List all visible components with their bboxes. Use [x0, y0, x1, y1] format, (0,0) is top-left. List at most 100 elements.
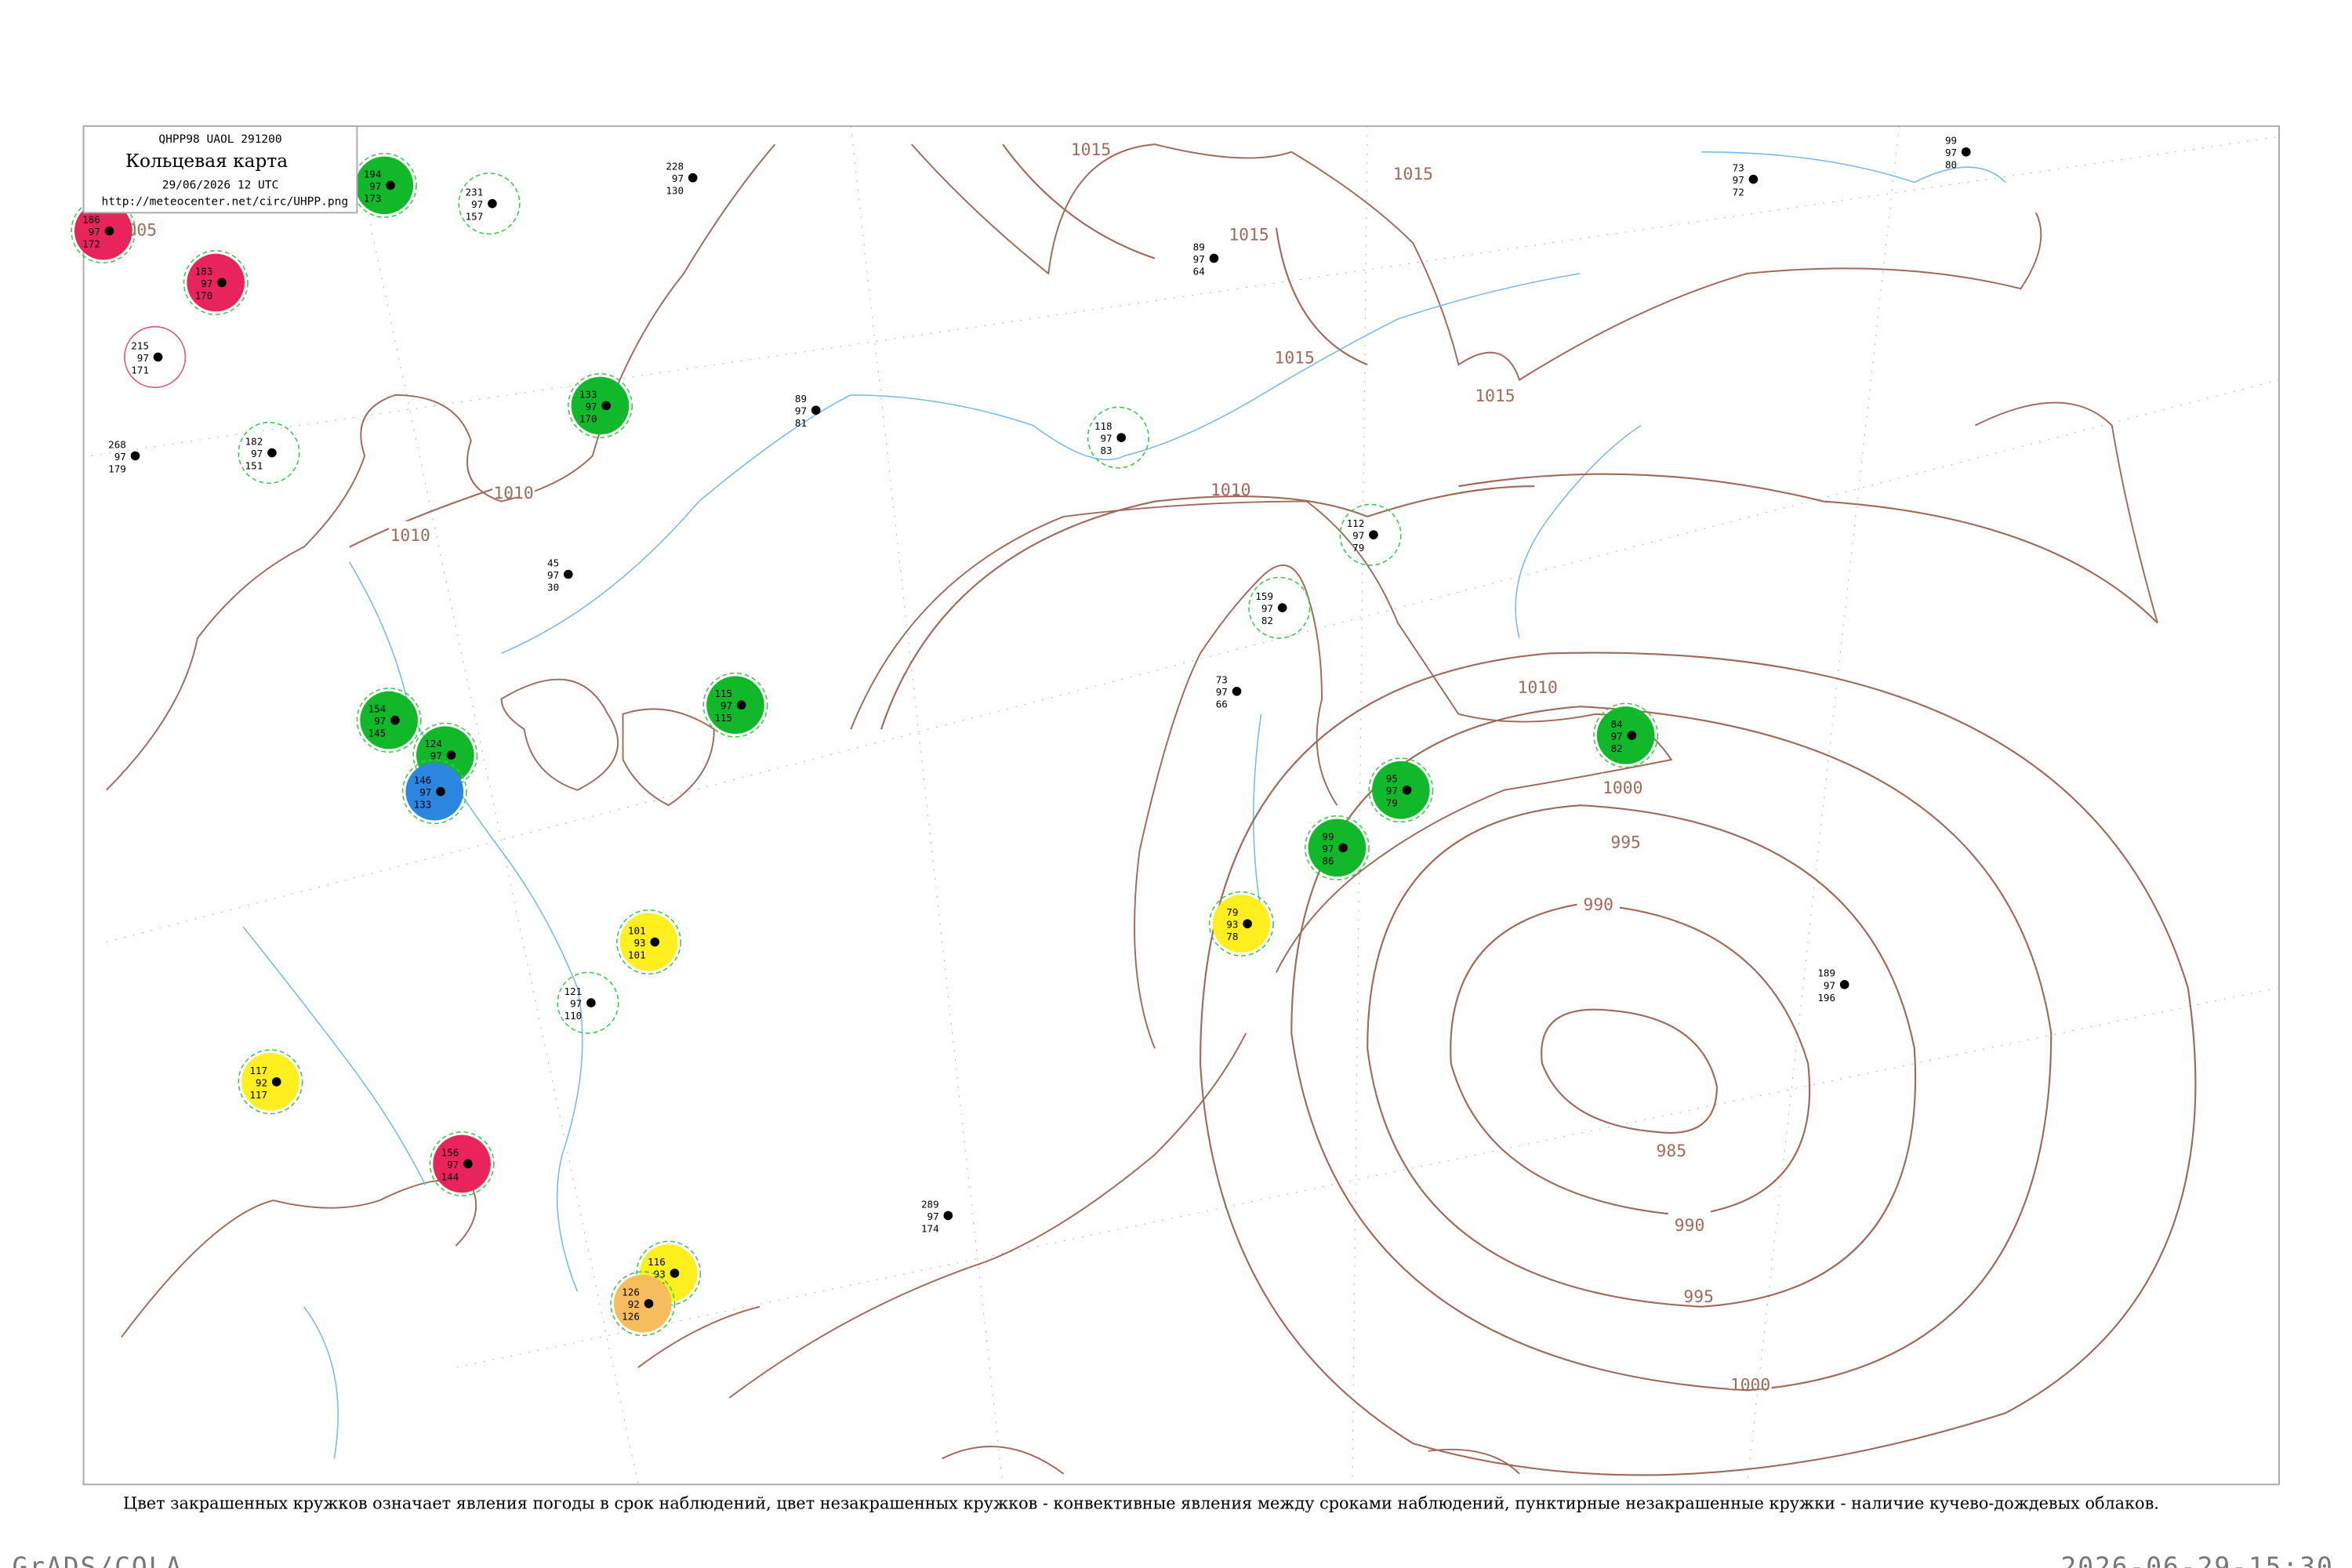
station-value: 101	[628, 949, 646, 960]
station-ring	[1208, 891, 1274, 956]
station-value: 268	[108, 438, 126, 450]
station-value: 159	[1255, 590, 1273, 602]
station-ring	[1593, 702, 1659, 768]
station-value: 64	[1193, 265, 1205, 277]
station-value: 97	[1261, 603, 1273, 615]
isobar-label: 1015	[1393, 165, 1433, 184]
station-value: 89	[1193, 241, 1205, 252]
station-value: 97	[672, 172, 684, 184]
station-ring	[616, 909, 681, 975]
isobar-label-bg	[1227, 220, 1271, 239]
station-value: 93	[654, 1268, 666, 1279]
isobar-label-bg	[1069, 135, 1112, 154]
isobar-label-bg	[1729, 1370, 1772, 1389]
station-value: 97	[447, 1159, 459, 1171]
station-value: 112	[1347, 517, 1365, 529]
coastlines	[105, 143, 2158, 1475]
station-value: 92	[628, 1298, 640, 1310]
station-ring	[356, 688, 422, 753]
station-ring	[458, 172, 521, 235]
header-url: http://meteocenter.net/circ/UHPP.png	[102, 196, 349, 209]
station-value: 97	[1216, 686, 1228, 698]
header-date: 29/06/2026 12 UTC	[162, 179, 279, 191]
station-value: 45	[547, 557, 559, 568]
station-value: 121	[564, 985, 583, 997]
isobar-label: 1010	[1210, 481, 1250, 500]
station-value: 97	[1386, 785, 1398, 797]
station-dot	[1209, 253, 1219, 263]
station-dot	[811, 405, 821, 416]
station-value: 145	[368, 728, 387, 739]
station-value: 95	[1386, 773, 1398, 785]
isobar-label: 1015	[1275, 348, 1315, 368]
header-title: Кольцевая карта	[125, 151, 288, 172]
station-ring	[702, 672, 768, 738]
station-fill	[706, 676, 764, 735]
isobar-label: 1015	[1071, 140, 1111, 160]
station-dot	[1369, 530, 1378, 539]
station-value: 174	[921, 1222, 939, 1234]
station-dot	[436, 786, 445, 797]
station-value: 97	[720, 700, 732, 712]
station-value: 183	[195, 265, 213, 277]
station-fill	[571, 376, 630, 435]
isobar-label-bg	[1604, 828, 1647, 847]
station-value: 182	[245, 435, 263, 447]
station-value: 97	[927, 1210, 939, 1222]
station-dot	[586, 998, 596, 1007]
station-value: 97	[1193, 253, 1205, 265]
station-ring	[429, 1131, 495, 1196]
station-value: 81	[795, 417, 807, 429]
station-value: 93	[633, 937, 645, 949]
station-value: 99	[1322, 830, 1334, 842]
station-fill	[1212, 895, 1271, 953]
station-value: 133	[579, 388, 597, 400]
station-value: 186	[82, 214, 100, 226]
station-value: 194	[364, 168, 382, 180]
station-value: 97	[471, 198, 483, 210]
station-dot	[267, 448, 277, 458]
station-dot	[1402, 785, 1412, 795]
station-value: 146	[414, 775, 432, 786]
station-dot	[688, 172, 698, 183]
station-ring	[238, 421, 300, 485]
station-fill	[1596, 706, 1655, 764]
station-value: 228	[666, 161, 684, 172]
station-dot	[601, 401, 612, 411]
station-dot	[463, 1159, 473, 1169]
station-value: 115	[714, 712, 732, 724]
isobar-labels: 1015101510151015101510101010101010101005…	[115, 135, 1772, 1395]
station-ring	[71, 198, 136, 264]
isobar-label: 985	[1657, 1142, 1686, 1161]
station-ring	[124, 325, 187, 388]
station-ring	[1248, 576, 1311, 639]
station-value: 126	[622, 1287, 640, 1298]
station-value: 84	[1611, 718, 1623, 730]
station-ring	[568, 372, 633, 438]
station-dot	[104, 226, 114, 236]
station-value: 78	[1226, 931, 1238, 942]
isobar-label: 1000	[1602, 779, 1642, 798]
station-dot	[563, 569, 573, 579]
station-value: 171	[131, 364, 149, 376]
isobar-label-bg	[492, 478, 535, 497]
stations: 1949717313397170115971151549714512497110…	[71, 135, 1971, 1337]
station-value: 215	[131, 339, 149, 351]
station-value: 101	[628, 924, 646, 936]
station-ring	[238, 1049, 303, 1115]
isobar-label-bg	[1392, 159, 1435, 178]
station-value: 97	[1733, 174, 1744, 186]
station-ring	[183, 249, 249, 315]
